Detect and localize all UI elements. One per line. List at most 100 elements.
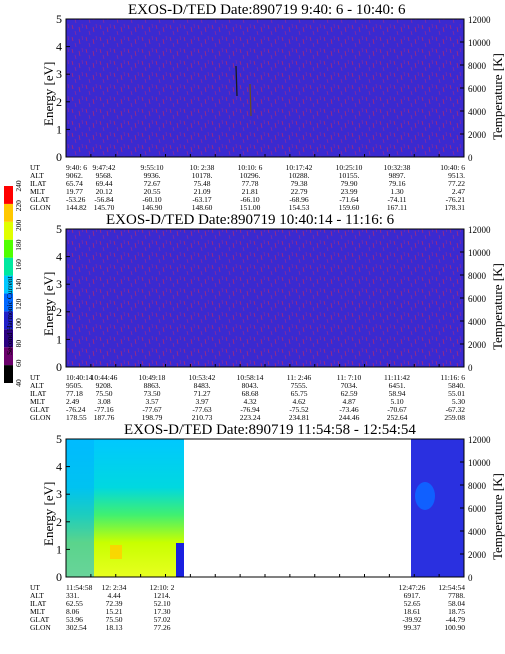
ephemeris-value: 144.82 xyxy=(66,203,87,212)
panel-3-dark-edge xyxy=(176,543,184,577)
ephemeris-value: 11:54:58 xyxy=(66,583,93,592)
panel-3-right-blob xyxy=(415,482,435,510)
ephemeris-value: -71.64 xyxy=(339,195,359,204)
ephemeris-value: 10155. xyxy=(339,171,360,180)
ephemeris-value: 12: 2:34 xyxy=(102,583,127,592)
temp-tick-label: 12000 xyxy=(468,225,491,235)
ephemeris-value: -60.10 xyxy=(142,195,162,204)
temp-tick-label: 8000 xyxy=(468,61,487,71)
temp-tick-label: 2000 xyxy=(468,550,487,560)
colorbar-tick-label: 100 xyxy=(14,318,23,330)
ephemeris-value: 15.21 xyxy=(106,607,123,616)
ephemeris-value: 9568. xyxy=(96,171,113,180)
ephemeris-value: 9505. xyxy=(66,381,83,390)
ephemeris-value: 244.46 xyxy=(339,413,360,422)
ephemeris-value: 3.08 xyxy=(97,397,110,406)
ephemeris-value: -77.16 xyxy=(94,405,114,414)
panel-2: EXOS-D/TED Date:890719 10:40:14 - 11:16:… xyxy=(30,212,505,422)
ephemeris-value: 62.55 xyxy=(66,599,83,608)
colorbar-swatch xyxy=(4,203,13,222)
panel-3-temp-label: Temperature [K] xyxy=(490,473,505,560)
ephemeris-value: 10288. xyxy=(289,171,310,180)
ephemeris-value: 53.96 xyxy=(66,615,83,624)
ephemeris-value: 8043. xyxy=(242,381,259,390)
ephemeris-value: 21.81 xyxy=(242,187,259,196)
ephemeris-value: 62.59 xyxy=(341,389,358,398)
ephemeris-value: 5.10 xyxy=(390,397,403,406)
ephemeris-value: 21.09 xyxy=(194,187,211,196)
ephemeris-row-label: ILAT xyxy=(30,179,47,188)
panel-1-plot-area xyxy=(66,19,464,157)
ephemeris-value: -73.46 xyxy=(339,405,359,414)
ephemeris-value: 72.39 xyxy=(106,599,123,608)
temp-tick-label: 12000 xyxy=(468,15,491,25)
panel-2-title: EXOS-D/TED Date:890719 10:40:14 - 11:16:… xyxy=(106,212,395,228)
ephemeris-value: 18.75 xyxy=(448,607,465,616)
ephemeris-value: 1214. xyxy=(154,591,171,600)
ephemeris-value: 187.76 xyxy=(94,413,115,422)
ephemeris-value: 73.50 xyxy=(144,389,161,398)
ephemeris-row-label: UT xyxy=(30,163,40,172)
panel-3-hot-band xyxy=(66,439,94,577)
ephemeris-value: -77.67 xyxy=(142,405,162,414)
ephemeris-value: 10296. xyxy=(240,171,261,180)
colorbar-swatch xyxy=(4,365,13,383)
temp-tick-label: 12000 xyxy=(468,435,491,445)
ephemeris-row-label: MLT xyxy=(30,187,46,196)
colorbar-swatch xyxy=(4,311,13,330)
ephemeris-value: 1.30 xyxy=(390,187,403,196)
colorbar-swatch xyxy=(4,329,13,348)
ephemeris-value: 79.38 xyxy=(291,179,308,188)
ephemeris-value: 75.50 xyxy=(106,615,123,624)
ephemeris-row-label: ALT xyxy=(30,381,44,390)
ephemeris-value: 12:54:54 xyxy=(438,583,465,592)
colorbar-tick-label: 180 xyxy=(14,239,23,251)
ephemeris-value: 2.49 xyxy=(66,397,79,406)
ephemeris-value: 159.60 xyxy=(339,203,360,212)
ephemeris-value: -66.10 xyxy=(240,195,260,204)
energy-tick-label: 0 xyxy=(56,360,62,374)
energy-tick-label: 1 xyxy=(56,332,62,346)
energy-tick-label: 1 xyxy=(56,542,62,556)
panel-1-spike-1 xyxy=(235,65,238,97)
temp-tick-label: 2000 xyxy=(468,130,487,140)
energy-tick-label: 3 xyxy=(56,277,62,291)
ephemeris-value: 65.75 xyxy=(291,389,308,398)
temp-tick-label: 6000 xyxy=(468,84,487,94)
ephemeris-value: 77.18 xyxy=(66,389,83,398)
ephemeris-row-label: GLON xyxy=(30,203,51,212)
ephemeris-value: 68.68 xyxy=(242,389,259,398)
colorbar-swatch xyxy=(4,293,13,312)
ephemeris-value: -70.67 xyxy=(387,405,407,414)
ephemeris-row-label: ALT xyxy=(30,591,44,600)
ephemeris-value: -75.52 xyxy=(289,405,309,414)
ephemeris-value: 9208. xyxy=(96,381,113,390)
ephemeris-value: 19.77 xyxy=(66,187,83,196)
ephemeris-value: 4.62 xyxy=(292,397,305,406)
ephemeris-value: 7555. xyxy=(291,381,308,390)
ephemeris-value: 167.11 xyxy=(387,203,408,212)
colorbar-tick-label: 240 xyxy=(14,180,23,192)
ephemeris-value: 9513. xyxy=(448,171,465,180)
colorbar: 40 60 80 100 120 140 160 180 200 220 240 Second Ha… xyxy=(4,180,23,387)
ephemeris-value: 72.67 xyxy=(144,179,161,188)
panel-2-energy-label: Energy [eV] xyxy=(41,272,56,336)
ephemeris-value: 154.53 xyxy=(289,203,310,212)
ephemeris-value: 178.31 xyxy=(444,203,465,212)
panel-3-orange-spot xyxy=(110,545,122,559)
ephemeris-value: 145.70 xyxy=(94,203,115,212)
ephemeris-value: 69.44 xyxy=(96,179,113,188)
temp-tick-label: 4000 xyxy=(468,317,487,327)
ephemeris-value: 198.79 xyxy=(142,413,163,422)
ephemeris-value: 79.16 xyxy=(389,179,406,188)
ephemeris-value: 10:40: 6 xyxy=(440,163,465,172)
ephemeris-value: 58.94 xyxy=(389,389,406,398)
ephemeris-value: 10:17:42 xyxy=(286,163,313,172)
ephemeris-value: 10:32:38 xyxy=(384,163,411,172)
ephemeris-value: 55.01 xyxy=(448,389,465,398)
ephemeris-value: -76.24 xyxy=(66,405,86,414)
temp-tick-label: 4000 xyxy=(468,527,487,537)
panel-1-temp-label: Temperature [K] xyxy=(490,53,505,140)
ephemeris-value: 223.24 xyxy=(240,413,261,422)
ephemeris-value: 100.90 xyxy=(444,623,465,632)
